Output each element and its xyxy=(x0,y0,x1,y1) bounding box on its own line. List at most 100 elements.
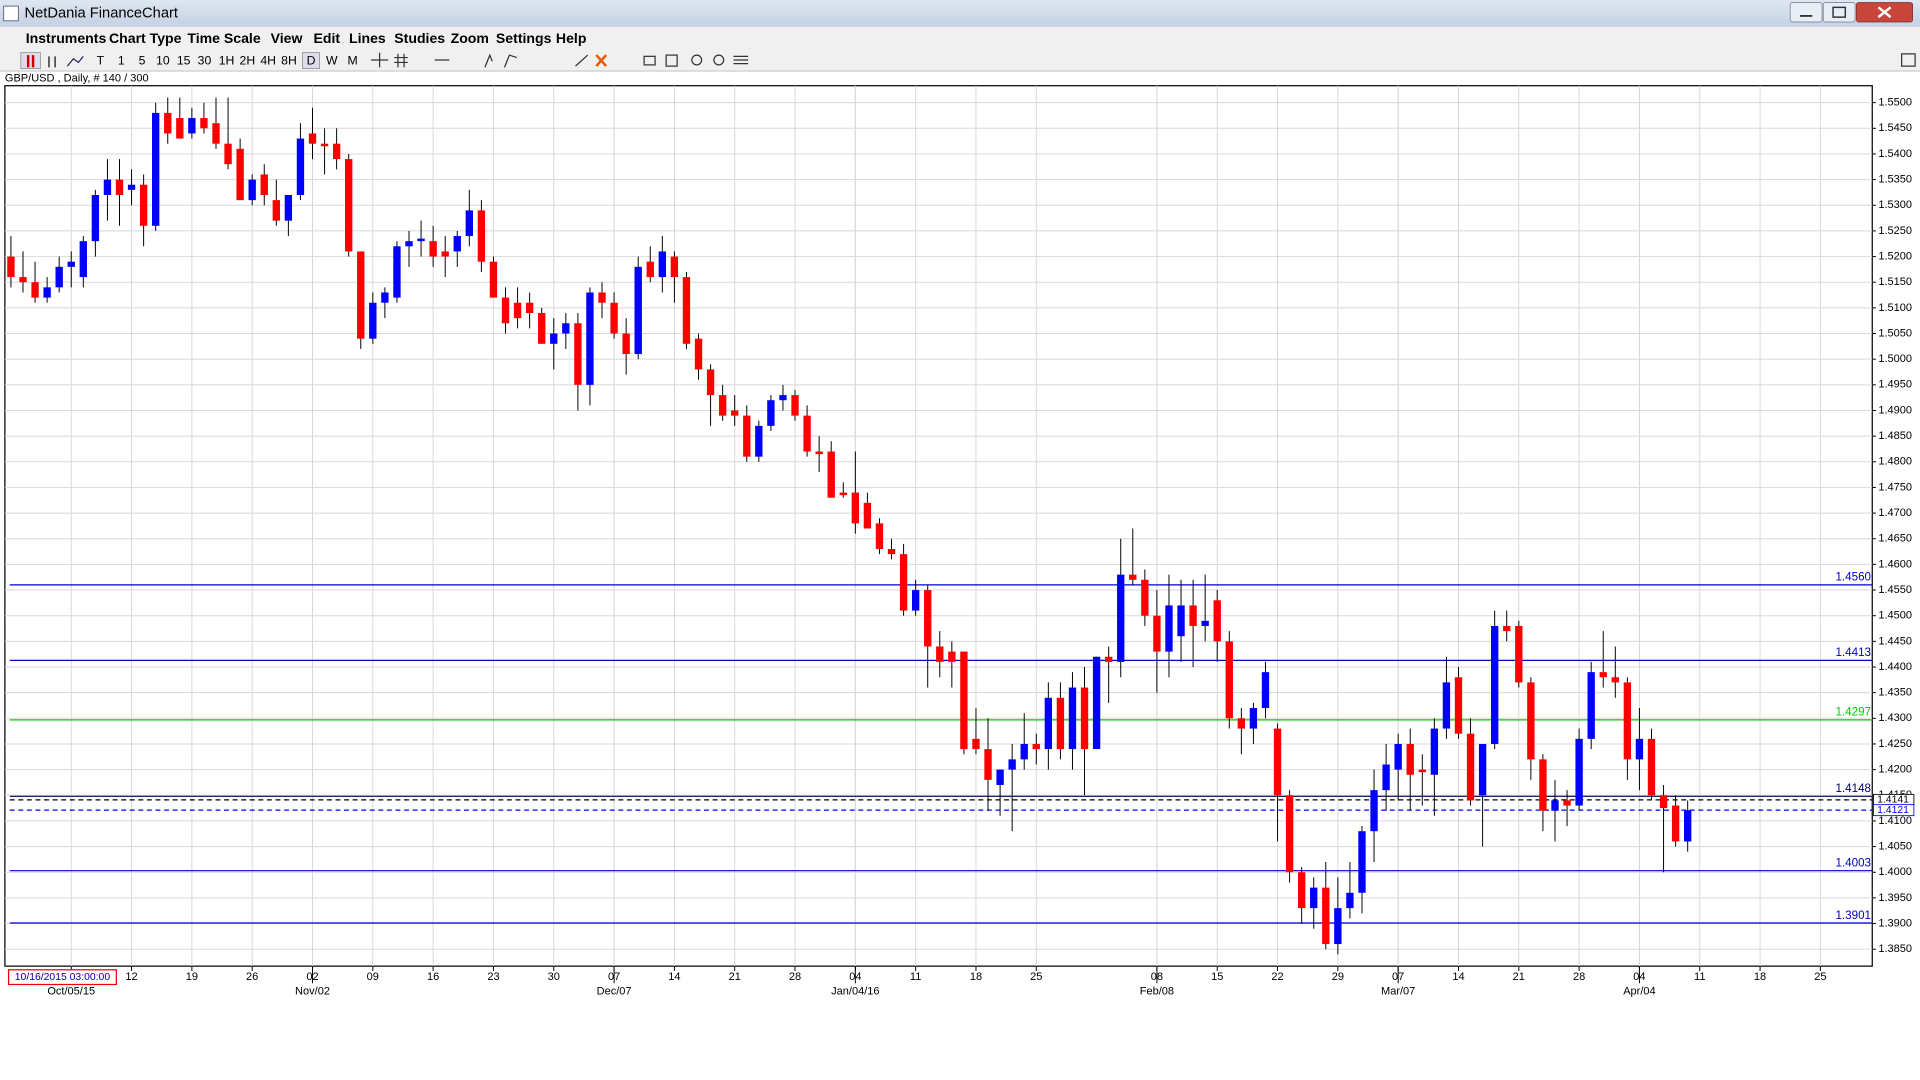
fit-tool[interactable] xyxy=(733,55,749,65)
timeframe-button[interactable]: 15 xyxy=(177,53,191,67)
timeframe-button[interactable]: 2H xyxy=(240,53,256,67)
timeframe-button[interactable]: T xyxy=(97,53,105,67)
candle-body xyxy=(634,266,642,355)
maximize-button[interactable] xyxy=(1822,2,1856,23)
candle-body xyxy=(767,400,775,426)
candle-body xyxy=(1611,677,1619,683)
candle-body xyxy=(586,292,594,385)
candle-body xyxy=(875,523,884,550)
candle-body xyxy=(1575,738,1583,806)
y-tick-label: 1.5250 xyxy=(1878,225,1912,237)
candle-body xyxy=(827,451,835,498)
panel-tool[interactable] xyxy=(1901,53,1916,67)
candle-tool[interactable] xyxy=(20,52,41,69)
candle-body xyxy=(936,646,944,662)
candle-body xyxy=(1442,682,1451,729)
candle-body xyxy=(236,148,244,201)
y-tick-label: 1.4400 xyxy=(1878,661,1912,673)
candle-body xyxy=(1189,605,1197,626)
menu-item[interactable]: Chart Type xyxy=(109,30,182,46)
line-draw-tool[interactable] xyxy=(503,54,517,68)
menu-item[interactable]: Lines xyxy=(349,30,386,46)
menu-item[interactable]: Studies xyxy=(394,30,445,46)
candle-body xyxy=(91,194,100,242)
candle-body xyxy=(887,549,896,555)
menu-item[interactable]: Help xyxy=(556,30,587,46)
timeframe-button[interactable]: 1 xyxy=(118,53,125,67)
minimize-button[interactable] xyxy=(1789,2,1823,23)
candle-body xyxy=(1092,656,1101,750)
candle-body xyxy=(224,143,232,165)
study-tool[interactable] xyxy=(484,53,493,68)
timeframe-button[interactable]: D xyxy=(307,53,316,67)
candle-body xyxy=(284,194,293,221)
candle-body xyxy=(610,302,618,334)
menu-item[interactable]: Time Scale xyxy=(187,30,260,46)
candle-body xyxy=(815,451,823,455)
x-tick-label: Feb/08 xyxy=(1140,986,1174,998)
candle-body xyxy=(899,554,908,611)
timeframe-button[interactable]: 4H xyxy=(260,53,276,67)
candle-body xyxy=(694,338,703,370)
x-tick-label: 11 xyxy=(910,971,921,983)
candle-body xyxy=(405,241,413,247)
timeframe-button[interactable]: 30 xyxy=(198,53,212,67)
candle-body xyxy=(1527,682,1535,760)
maximize-icon xyxy=(1832,6,1847,18)
candle-body xyxy=(948,651,956,662)
level-label: 1.4297 xyxy=(1835,706,1871,719)
candle-body xyxy=(525,302,534,313)
candle-body xyxy=(1382,764,1390,791)
x-tick-label: 30 xyxy=(548,971,560,983)
y-tick-label: 1.4700 xyxy=(1878,507,1912,519)
x-tick-label: 18 xyxy=(970,971,982,983)
line-tool-icon[interactable] xyxy=(66,55,84,67)
print-tool[interactable] xyxy=(643,55,656,66)
candle-body xyxy=(19,277,27,283)
x-tick-label: 29 xyxy=(1332,971,1344,983)
candle-body xyxy=(743,415,751,457)
price-box xyxy=(1873,804,1915,817)
delete-tool[interactable] xyxy=(595,54,608,67)
candle-body xyxy=(706,369,715,396)
menu-item[interactable]: Instruments xyxy=(26,30,107,46)
x-tick-label: 22 xyxy=(1271,971,1283,983)
candle-body xyxy=(1213,600,1221,642)
trend-tool[interactable] xyxy=(575,54,589,67)
timeframe-button[interactable]: 5 xyxy=(139,53,146,67)
preview-tool[interactable] xyxy=(665,54,678,67)
zoom-in-tool[interactable] xyxy=(691,54,703,66)
candle-body xyxy=(1129,574,1137,580)
x-tick-label: 19 xyxy=(186,971,198,983)
zoom-out-tool[interactable] xyxy=(713,54,725,66)
candle-body xyxy=(718,395,727,416)
menu-item[interactable]: Settings xyxy=(496,30,552,46)
candle-body xyxy=(670,256,679,278)
candle-body xyxy=(851,492,860,524)
bar-tool-icon[interactable] xyxy=(48,56,56,68)
candle-body xyxy=(1406,743,1414,775)
grid-tool[interactable] xyxy=(394,53,408,68)
candle-body xyxy=(1104,656,1113,662)
timeframe-button[interactable]: W xyxy=(326,53,338,67)
timeframe-button[interactable]: 1H xyxy=(219,53,235,67)
candle-body xyxy=(1068,687,1077,750)
candle-body xyxy=(1141,579,1149,616)
candle-body xyxy=(127,184,136,190)
menu-item[interactable]: Zoom xyxy=(451,30,489,46)
x-tick-label: Dec/07 xyxy=(597,986,632,998)
timeframe-button[interactable]: M xyxy=(348,53,358,67)
y-tick-label: 1.4200 xyxy=(1878,764,1912,776)
menu-item[interactable]: Edit xyxy=(313,30,340,46)
timeframe-button[interactable]: 8H xyxy=(281,53,297,67)
candle-body xyxy=(381,292,389,303)
candle-body xyxy=(1310,887,1318,909)
timeframe-button[interactable]: 10 xyxy=(156,53,170,67)
candle-body xyxy=(574,323,582,385)
candle-body xyxy=(152,112,160,226)
menu-item[interactable]: View xyxy=(271,30,303,46)
candle-body xyxy=(1563,800,1571,806)
candle-body xyxy=(139,184,148,226)
crosshair-tool[interactable] xyxy=(371,52,389,68)
